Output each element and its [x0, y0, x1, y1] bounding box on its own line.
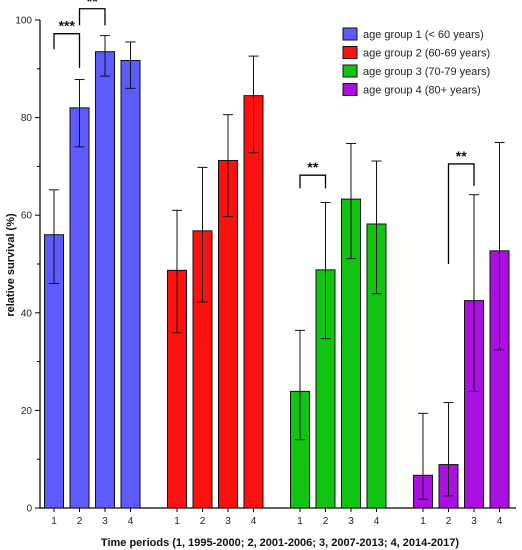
y-tick-label-20: 20 [21, 406, 33, 417]
x-tick-label-3: 3 [102, 516, 108, 527]
significance-label-1: *** [59, 18, 76, 34]
y-axis-title: relative survival (%) [5, 213, 17, 317]
y-tick-label-100: 100 [15, 16, 32, 27]
significance-label-2: ** [87, 0, 98, 9]
y-tick-label-40: 40 [21, 308, 33, 319]
chart-axes: 0 20 40 60 80 100 1 2 3 4 1 2 3 4 1 2 3 4 1 2 3 4 [15, 16, 516, 527]
legend-swatch-group3 [342, 64, 358, 78]
bar-group1-period2 [69, 107, 90, 509]
chart-bars [44, 51, 510, 509]
x-tick-label-1: 1 [420, 516, 426, 527]
legend-label-group2: age group 2 (60-69 years) [363, 48, 490, 60]
x-tick-label-1: 1 [51, 516, 57, 527]
legend-swatch-group2 [342, 46, 358, 59]
x-tick-label-3: 3 [225, 516, 231, 527]
x-tick-label-3: 3 [348, 516, 354, 527]
significance-bracket-2 [78, 8, 106, 26]
x-tick-label-2: 2 [77, 516, 83, 527]
bar-group1-period3 [95, 51, 115, 509]
x-tick-label-3: 3 [471, 516, 477, 527]
chart-legend: age group 1 (< 60 years) age group 2 (60-… [342, 27, 490, 97]
legend-label-group4: age group 4 (80+ years) [363, 85, 481, 97]
x-tick-label-4: 4 [497, 516, 503, 527]
x-tick-label-1: 1 [297, 516, 303, 527]
legend-label-group3: age group 3 (70-79 years) [363, 66, 490, 78]
y-tick-label-60: 60 [21, 211, 33, 222]
significance-bracket-1 [53, 33, 81, 68]
x-tick-label-4: 4 [251, 516, 257, 527]
x-tick-label-2: 2 [200, 516, 206, 527]
legend-label-group1: age group 1 (< 60 years) [363, 29, 484, 41]
bar-group1-period4 [120, 60, 141, 509]
chart-error-bars [49, 35, 505, 500]
significance-bracket-3 [299, 174, 327, 189]
significance-label-3: ** [307, 159, 318, 175]
significance-label-4: ** [456, 148, 467, 164]
x-tick-label-4: 4 [128, 516, 134, 527]
y-tick-label-80: 80 [21, 113, 33, 124]
bar-group2-period4 [243, 95, 264, 509]
x-tick-label-2: 2 [446, 516, 452, 527]
x-axis-title: Time periods (1, 1995-2000; 2, 2001-2006… [101, 537, 459, 549]
chart-significance-annotations: ********* [53, 0, 475, 264]
significance-bracket-4 [447, 163, 475, 264]
legend-swatch-group4 [342, 83, 358, 96]
x-tick-label-2: 2 [323, 516, 329, 527]
y-tick-label-0: 0 [26, 504, 32, 515]
x-tick-label-4: 4 [374, 516, 380, 527]
x-tick-label-1: 1 [174, 516, 180, 527]
legend-swatch-group1 [342, 27, 358, 41]
